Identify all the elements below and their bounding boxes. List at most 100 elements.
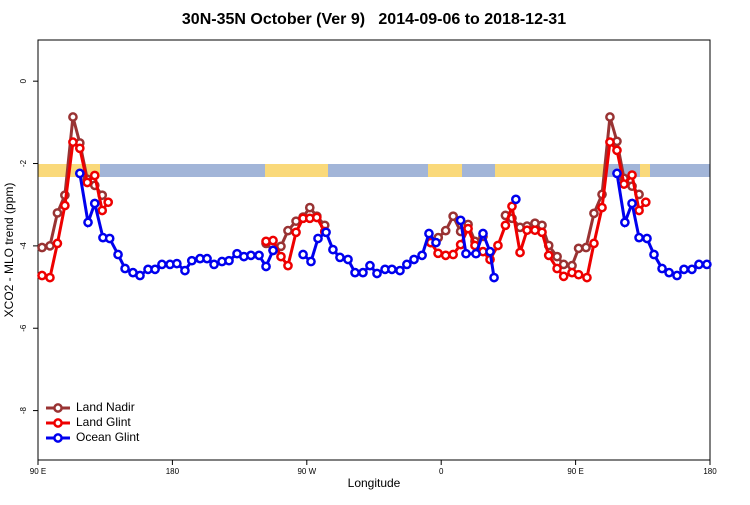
data-point: [634, 205, 644, 216]
data-point: [589, 238, 599, 249]
data-point: [268, 245, 278, 256]
data-point: [52, 208, 63, 218]
data-point: [74, 168, 85, 179]
data-point: [328, 244, 338, 255]
data-point: [202, 253, 212, 264]
land-mask-band: [38, 164, 710, 177]
data-point: [581, 242, 591, 253]
data-point: [573, 243, 584, 254]
y-tick-label: -6: [19, 324, 28, 332]
data-point: [120, 263, 130, 274]
x-tick-label: 180: [703, 467, 717, 476]
data-point: [113, 249, 123, 260]
data-point: [612, 168, 622, 179]
data-point: [68, 112, 78, 122]
data-point: [298, 249, 308, 260]
data-point: [254, 250, 264, 261]
data-point: [605, 137, 615, 147]
data-point: [640, 197, 651, 208]
data-point: [45, 272, 55, 283]
data-point: [74, 143, 85, 154]
legend-marker: [53, 418, 63, 428]
data-point: [83, 217, 93, 228]
data-point: [558, 271, 569, 282]
data-point: [172, 258, 182, 269]
x-tick-label: 90 E: [567, 467, 583, 476]
x-tick-label: 0: [439, 467, 444, 476]
data-point: [431, 237, 441, 248]
data-point: [455, 215, 466, 226]
data-point: [515, 247, 525, 258]
x-tick-label: 90 W: [297, 467, 316, 476]
data-point: [372, 268, 382, 279]
land-band: [428, 164, 462, 177]
data-point: [448, 249, 458, 260]
data-point: [186, 255, 197, 266]
data-point: [620, 217, 630, 228]
data-point: [649, 249, 659, 260]
data-point: [283, 225, 293, 236]
data-point: [440, 225, 451, 236]
data-point: [335, 252, 345, 263]
data-point: [321, 227, 331, 238]
data-point: [304, 202, 315, 213]
land-band: [265, 164, 328, 177]
data-point: [276, 251, 286, 262]
data-point: [409, 254, 419, 265]
data-point: [537, 227, 547, 238]
data-point: [395, 265, 405, 276]
data-point: [687, 264, 697, 275]
data-point: [489, 272, 499, 283]
data-point: [612, 145, 622, 156]
data-point: [82, 177, 93, 188]
data-point: [424, 228, 434, 239]
data-point: [552, 263, 562, 274]
y-tick-label: -4: [19, 242, 28, 250]
data-point: [89, 170, 100, 181]
data-point: [433, 248, 443, 259]
data-point: [60, 200, 70, 211]
land-band: [640, 164, 650, 177]
legend-label: Land Nadir: [76, 400, 135, 414]
data-point: [471, 248, 481, 259]
data-point: [358, 267, 368, 278]
data-point: [642, 233, 652, 244]
data-point: [37, 242, 47, 253]
data-point: [657, 263, 667, 274]
data-point: [634, 232, 644, 243]
y-tick-label: 0: [19, 78, 28, 83]
data-point: [180, 265, 190, 276]
data-point: [664, 267, 674, 278]
data-point: [68, 137, 78, 147]
data-point: [311, 212, 322, 223]
data-point: [694, 259, 704, 270]
data-point: [440, 250, 451, 261]
plot-frame: [37, 39, 711, 461]
data-point: [313, 233, 323, 244]
data-point: [306, 256, 316, 267]
data-point: [605, 112, 615, 122]
legend-label: Land Glint: [76, 415, 131, 429]
data-point: [619, 179, 629, 189]
data-point: [522, 225, 532, 236]
chart-title: 30N-35N October (Ver 9) 2014-09-06 to 20…: [182, 11, 566, 28]
data-point: [52, 238, 63, 249]
data-point: [343, 254, 353, 265]
x-tick-label: 180: [166, 467, 180, 476]
legend-marker: [53, 433, 63, 443]
data-point: [507, 201, 517, 212]
data-point: [627, 170, 637, 180]
data-point: [291, 227, 301, 238]
data-point: [679, 264, 689, 275]
y-tick-label: -2: [19, 159, 28, 167]
data-point: [552, 251, 562, 262]
ocean-band: [38, 164, 710, 177]
data-point: [672, 270, 682, 281]
data-point: [485, 246, 495, 257]
data-point: [702, 259, 712, 270]
data-point: [365, 260, 375, 271]
data-point: [157, 259, 167, 270]
data-point: [627, 198, 637, 209]
data-point: [448, 211, 458, 222]
